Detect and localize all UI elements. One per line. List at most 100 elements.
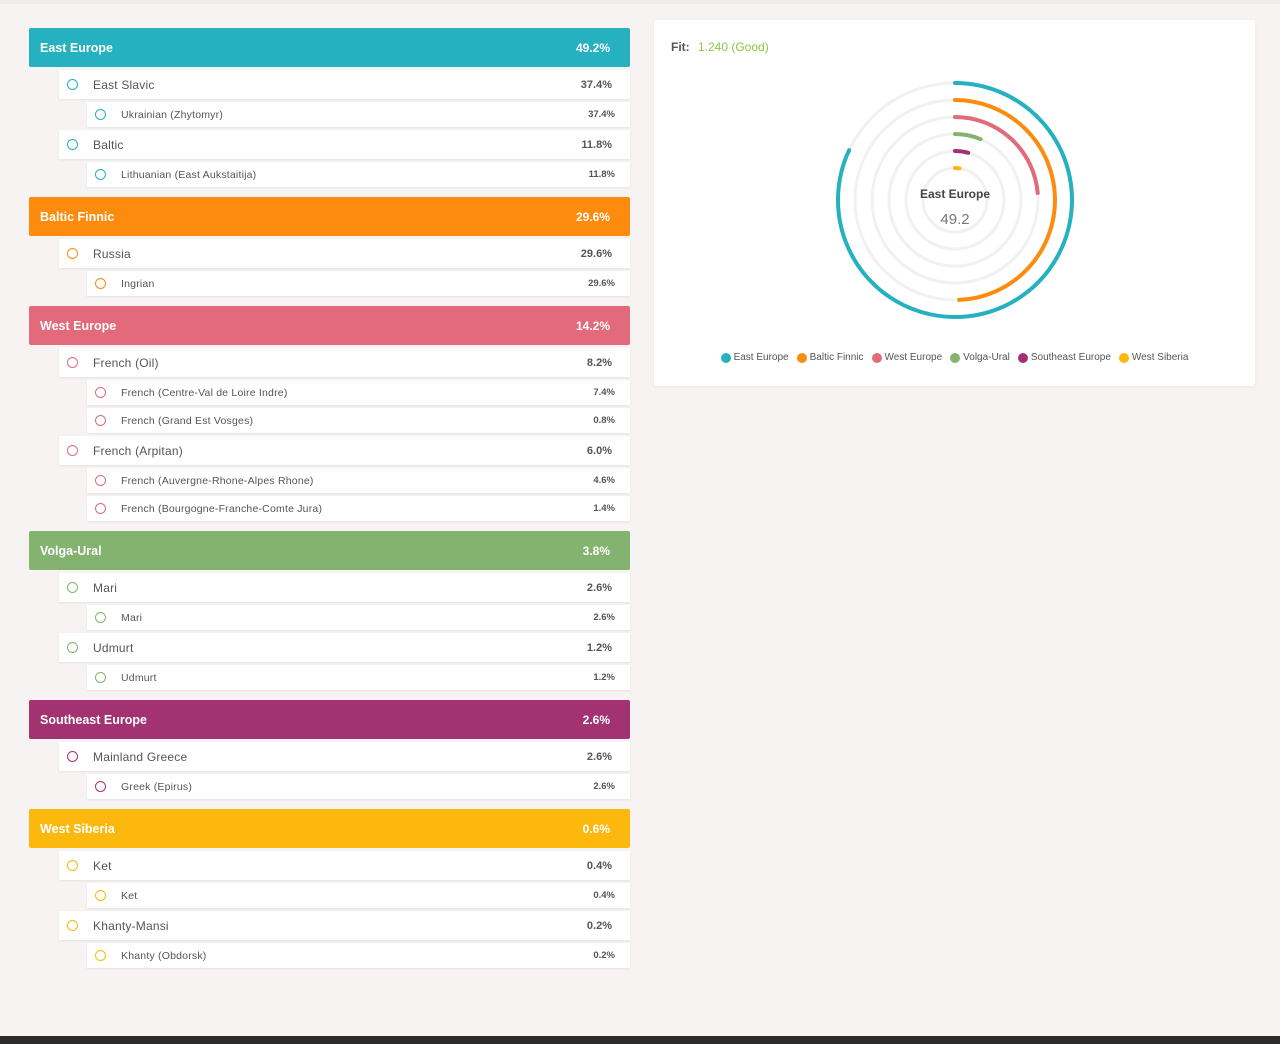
subgroup-row[interactable]: French (Arpitan) 6.0% [59, 436, 630, 465]
subgroup-name: Mainland Greece [93, 749, 188, 764]
group-header[interactable]: Volga-Ural 3.8% [29, 531, 630, 570]
population-name: French (Bourgogne-Franche-Comte Jura) [121, 502, 323, 515]
subgroup-percentage: 1.2% [586, 641, 612, 654]
population-label: Ukrainian (Zhytomyr) [95, 109, 223, 121]
chart-center-name: East Europe [919, 187, 991, 201]
legend-dot-icon [796, 352, 807, 363]
subgroup-label: French (Arpitan) [67, 444, 183, 458]
subgroup-row[interactable]: Mari 2.6% [59, 573, 630, 602]
circle-icon [67, 642, 78, 653]
circle-icon [67, 139, 78, 150]
group-name: West Europe [40, 318, 117, 333]
population-percentage: 2.6% [593, 612, 615, 623]
ring-arc-volga-ural[interactable] [953, 132, 983, 142]
subgroup-row[interactable]: Udmurt 1.2% [59, 633, 630, 662]
population-group: East Europe 49.2% East Slavic 37.4% Ukrainia… [29, 28, 630, 187]
population-label: Khanty (Obdorsk) [95, 950, 206, 962]
ring-arc-west-europe[interactable] [953, 115, 1040, 196]
legend-item[interactable]: Volga-Ural [950, 352, 1010, 363]
legend-item[interactable]: Baltic Finnic [796, 352, 864, 363]
subgroup-row[interactable]: Russia 29.6% [59, 239, 630, 268]
subgroup-name: Udmurt [93, 640, 134, 655]
population-label: French (Centre-Val de Loire Indre) [95, 387, 288, 399]
ring-arc-east-europe[interactable] [836, 81, 1074, 319]
group-percentage: 3.8% [582, 543, 610, 558]
subgroup-label: Russia [67, 247, 131, 261]
population-label: French (Grand Est Vosges) [95, 415, 253, 427]
group-name: Southeast Europe [40, 712, 147, 727]
legend-dot-icon [871, 352, 882, 363]
population-name: Khanty (Obdorsk) [121, 949, 207, 962]
population-row[interactable]: Ket 0.4% [87, 883, 630, 908]
subgroup-row[interactable]: French (Oil) 8.2% [59, 348, 630, 377]
population-row[interactable]: French (Centre-Val de Loire Indre) 7.4% [87, 380, 630, 405]
population-row[interactable]: Udmurt 1.2% [87, 665, 630, 690]
circle-icon [67, 248, 78, 259]
ancestry-breakdown-list: East Europe 49.2% East Slavic 37.4% Ukrainia… [29, 28, 630, 978]
population-percentage: 7.4% [593, 387, 615, 398]
subgroup-row[interactable]: Baltic 11.8% [59, 130, 630, 159]
subgroup-percentage: 37.4% [580, 78, 612, 91]
subgroup-name: East Slavic [93, 77, 155, 92]
population-row[interactable]: Mari 2.6% [87, 605, 630, 630]
subgroup-name: Ket [93, 858, 112, 873]
group-header[interactable]: Baltic Finnic 29.6% [29, 197, 630, 236]
circle-icon [95, 415, 106, 426]
circle-icon [95, 612, 106, 623]
circle-icon [95, 672, 106, 683]
population-row[interactable]: French (Auvergne-Rhone-Alpes Rhone) 4.6% [87, 468, 630, 493]
subgroup-label: Baltic [67, 138, 124, 152]
ring-arc-southeast-europe[interactable] [953, 149, 971, 155]
group-header[interactable]: Southeast Europe 2.6% [29, 700, 630, 739]
subgroup-row[interactable]: Ket 0.4% [59, 851, 630, 880]
legend-item[interactable]: Southeast Europe [1017, 352, 1111, 363]
population-percentage: 0.2% [593, 950, 615, 961]
group-header[interactable]: East Europe 49.2% [29, 28, 630, 67]
population-name: Mari [121, 611, 143, 624]
circle-icon [95, 503, 106, 514]
subgroup-name: Khanty-Mansi [93, 918, 169, 933]
subgroup-label: Udmurt [67, 641, 134, 655]
circle-icon [67, 357, 78, 368]
circle-icon [95, 890, 106, 901]
population-name: Lithuanian (East Aukstaitija) [121, 168, 257, 181]
circle-icon [67, 79, 78, 90]
legend-label: Volga-Ural [963, 352, 1010, 363]
subgroup-label: East Slavic [67, 78, 155, 92]
circle-icon [67, 920, 78, 931]
population-label: Ingrian [95, 278, 155, 290]
population-row[interactable]: Ingrian 29.6% [87, 271, 630, 296]
chart-card: Fit: 1.240 (Good) East Europe 49.2 East … [654, 20, 1255, 386]
subgroup-row[interactable]: East Slavic 37.4% [59, 70, 630, 99]
subgroup-percentage: 2.6% [586, 750, 612, 763]
population-label: Udmurt [95, 672, 157, 684]
legend-item[interactable]: West Europe [871, 352, 942, 363]
population-percentage: 11.8% [588, 169, 615, 180]
fit-value: 1.240 (Good) [698, 40, 769, 54]
population-row[interactable]: French (Bourgogne-Franche-Comte Jura) 1.4… [87, 496, 630, 521]
subgroup-percentage: 8.2% [586, 356, 612, 369]
subgroup-label: Mainland Greece [67, 750, 187, 764]
circle-icon [95, 387, 106, 398]
legend-item[interactable]: West Siberia [1118, 352, 1188, 363]
subgroup-row[interactable]: Khanty-Mansi 0.2% [59, 911, 630, 940]
subgroup-percentage: 29.6% [580, 247, 612, 260]
population-name: Ket [121, 889, 138, 902]
population-name: Udmurt [121, 671, 157, 684]
subgroup-name: French (Oil) [93, 355, 159, 370]
group-header[interactable]: West Europe 14.2% [29, 306, 630, 345]
subgroup-row[interactable]: Mainland Greece 2.6% [59, 742, 630, 771]
group-header[interactable]: West Siberia 0.6% [29, 809, 630, 848]
legend-item[interactable]: East Europe [720, 352, 789, 363]
population-row[interactable]: Greek (Epirus) 2.6% [87, 774, 630, 799]
subgroup-label: French (Oil) [67, 356, 159, 370]
ring-arc-baltic-finnic[interactable] [953, 98, 1057, 302]
group-percentage: 14.2% [575, 318, 610, 333]
population-row[interactable]: Ukrainian (Zhytomyr) 37.4% [87, 102, 630, 127]
population-row[interactable]: Khanty (Obdorsk) 0.2% [87, 943, 630, 968]
circle-icon [95, 781, 106, 792]
population-row[interactable]: French (Grand Est Vosges) 0.8% [87, 408, 630, 433]
population-name: French (Grand Est Vosges) [121, 414, 254, 427]
population-row[interactable]: Lithuanian (East Aukstaitija) 11.8% [87, 162, 630, 187]
subgroup-percentage: 0.2% [586, 919, 612, 932]
